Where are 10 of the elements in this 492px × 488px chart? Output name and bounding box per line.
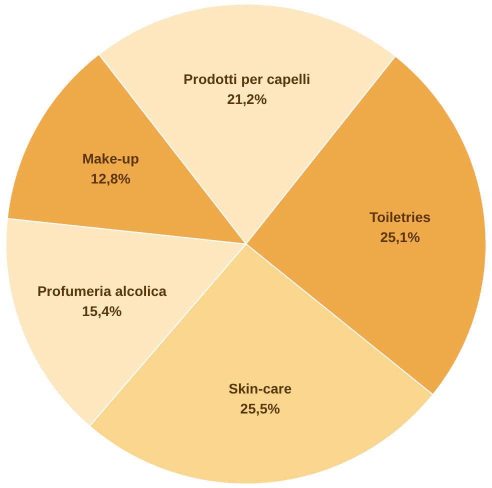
slice-label: Skin-care xyxy=(228,380,292,396)
slice-label: Make-up xyxy=(82,150,140,167)
data-label: 21,2% xyxy=(227,91,268,108)
slice-label: Toiletries xyxy=(369,208,431,225)
data-label: 12,8% xyxy=(90,170,132,187)
slice-label: Profumeria alcolica xyxy=(37,283,167,300)
data-label: 25,1% xyxy=(380,228,420,245)
slice-label: Prodotti per capelli xyxy=(184,71,310,88)
data-label: 15,4% xyxy=(82,303,122,320)
data-label: 25,5% xyxy=(240,400,281,416)
